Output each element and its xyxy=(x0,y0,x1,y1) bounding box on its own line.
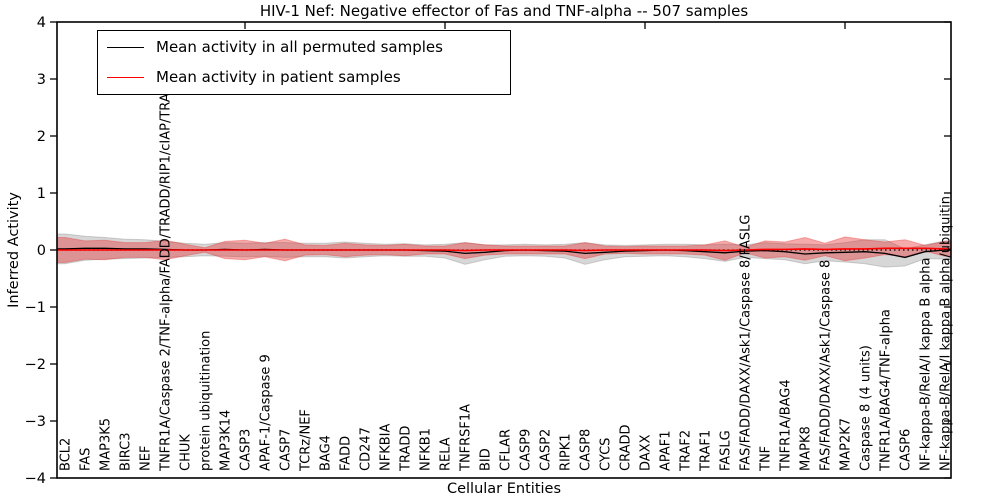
y-tick-label: −2 xyxy=(25,357,46,373)
entity-label: TNFRSF1A xyxy=(459,404,474,472)
legend-entry-permuted: Mean activity in all permuted samples xyxy=(98,40,510,55)
entity-label: FADD xyxy=(339,436,354,471)
y-tick-label: −1 xyxy=(25,300,46,316)
entity-label: TNFR1A/BAG4/TNF-alpha xyxy=(879,309,894,472)
entity-label: MAP3K14 xyxy=(219,410,234,471)
entity-label: CHUK xyxy=(179,434,194,471)
entity-label: NFKBIA xyxy=(379,424,394,471)
entity-label: TCRz/NEF xyxy=(299,409,314,472)
entity-label: TNFR1A/Caspase 2/TNF-alpha/FADD/TRADD/RI… xyxy=(159,32,174,472)
entity-label: RIPK1 xyxy=(559,433,574,471)
entity-label: FAS/FADD/DAXX/Ask1/Caspase 8 xyxy=(819,260,834,471)
entity-label: CASP3 xyxy=(239,429,254,471)
y-tick-label: 1 xyxy=(37,186,46,202)
entity-label: FAS/FADD/DAXX/Ask1/Caspase 8/FASLG xyxy=(739,215,754,471)
entity-label: CASP2 xyxy=(539,429,554,471)
entity-label: APAF1 xyxy=(659,430,674,471)
entity-label: MAPK8 xyxy=(799,426,814,471)
entity-label: BIRC3 xyxy=(119,433,134,472)
legend-label-patient: Mean activity in patient samples xyxy=(156,67,401,86)
entity-label: NF-kappa-B/RelA/I kappa B alpha/ubiquiti… xyxy=(939,196,954,471)
entity-label: NFKB1 xyxy=(419,428,434,471)
legend-label-permuted: Mean activity in all permuted samples xyxy=(156,38,443,57)
entity-label: DAXX xyxy=(639,434,654,471)
y-tick-label: 0 xyxy=(37,243,46,259)
entity-label: CASP7 xyxy=(279,429,294,471)
entity-label: TRAF2 xyxy=(679,430,694,472)
permuted-line-sample xyxy=(107,47,144,49)
entity-label: CRADD xyxy=(619,425,634,472)
entity-label: CASP8 xyxy=(579,429,594,471)
entity-label: TNFR1A/BAG4 xyxy=(779,379,794,472)
entity-label: BCL2 xyxy=(59,438,74,471)
entity-label: CD247 xyxy=(359,427,374,471)
x-axis-label: Cellular Entities xyxy=(446,481,562,497)
entity-label: Caspase 8 (4 units) xyxy=(859,345,874,471)
y-tick-label: 4 xyxy=(37,15,46,31)
entity-label: protein ubiquitination xyxy=(199,331,214,471)
entity-label: NF-kappa-B/RelA/I kappa B alpha xyxy=(919,258,934,471)
entity-label: RELA xyxy=(439,437,454,471)
patient-line-sample xyxy=(107,76,144,78)
legend-entry-patient: Mean activity in patient samples xyxy=(98,67,510,86)
y-tick-label: −3 xyxy=(25,414,46,430)
entity-label: BID xyxy=(479,448,494,471)
y-axis-label: Inferred Activity xyxy=(6,192,22,308)
entity-label: CFLAR xyxy=(499,429,514,471)
entity-label: CYCS xyxy=(599,438,614,471)
entity-label: FAS xyxy=(79,448,94,471)
entity-label: TRADD xyxy=(399,426,414,472)
patient-mean-line xyxy=(57,247,951,252)
entity-label: TNF xyxy=(759,446,774,472)
y-tick-label: −4 xyxy=(25,471,46,487)
entity-label: FASLG xyxy=(719,430,734,471)
entity-label: BAG4 xyxy=(319,435,334,471)
entity-label: CASP9 xyxy=(519,429,534,471)
plot-frame xyxy=(56,21,952,479)
entity-label: NEF xyxy=(139,446,154,471)
entity-label: TRAF1 xyxy=(699,430,714,472)
legend-box: Mean activity in all permuted samples Me… xyxy=(97,30,511,95)
y-tick-label: 3 xyxy=(37,72,46,88)
entity-label: MAP3K5 xyxy=(99,418,114,471)
entity-label: APAF-1/Caspase 9 xyxy=(259,354,274,471)
chart-title: HIV-1 Nef: Negative effector of Fas and … xyxy=(259,2,749,20)
entity-label: MAP2K7 xyxy=(839,418,854,471)
y-tick-label: 2 xyxy=(37,129,46,145)
entity-label: CASP6 xyxy=(899,429,914,471)
